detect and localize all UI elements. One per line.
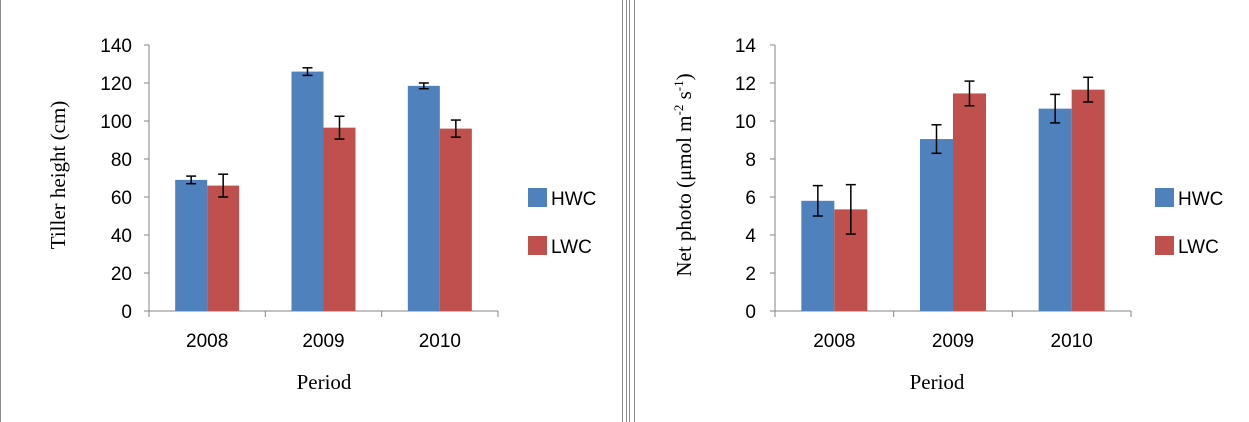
y-axis-label-end: )	[672, 73, 696, 80]
legend-swatch-hwc	[1155, 188, 1174, 207]
y-tick-label: 80	[111, 150, 132, 171]
y-tick-label: 40	[111, 226, 132, 247]
bar-hwc	[407, 85, 440, 311]
chart-panel-tiller-height: 0 20 40 60 80 100 120 140 2008 2009 2010 HWC LWC Til…	[0, 0, 623, 422]
bar-lwc	[323, 127, 356, 312]
y-tick-label: 4	[745, 226, 756, 247]
bar-hwc	[1038, 108, 1072, 312]
legend-label-lwc: LWC	[1178, 237, 1219, 258]
legend-label-hwc: HWC	[551, 189, 596, 210]
legend-swatch-hwc	[528, 188, 547, 207]
y-tick-label: 140	[100, 36, 132, 57]
net-photo-chart: 0 2 4 6 8 10 12 14 2008 2009 2010 HWC LWC Net photo …	[671, 36, 1223, 394]
bar-hwc	[175, 179, 208, 311]
bar-lwc	[1071, 89, 1105, 312]
legend-label-lwc: LWC	[551, 237, 592, 258]
x-tick-label: 2010	[1051, 331, 1093, 352]
bar-lwc	[207, 185, 240, 311]
y-tick-label: 2	[745, 264, 756, 285]
tiller-height-chart: 0 20 40 60 80 100 120 140 2008 2009 2010 HWC LWC Til…	[46, 36, 596, 394]
bar-hwc	[801, 200, 835, 311]
y-tick-label: 100	[100, 112, 132, 133]
legend-label-hwc: HWC	[1178, 189, 1223, 210]
y-tick-label: 14	[735, 36, 757, 57]
y-axis-label-sup2: -1	[671, 80, 686, 91]
y-axis-label-mid: s	[672, 91, 696, 104]
y-axis-label-sup1: -2	[671, 105, 686, 116]
y-axis-label: Net photo (μmol m-2 s-1)	[671, 73, 696, 276]
y-tick-label: 20	[111, 264, 132, 285]
y-axis-label: Tiller height (cm)	[46, 101, 70, 250]
legend-swatch-lwc	[528, 236, 547, 255]
y-tick-label: 0	[121, 302, 132, 323]
bar-lwc	[439, 128, 472, 311]
y-tick-label: 10	[735, 112, 756, 133]
chart-panel-net-photo: 0 2 4 6 8 10 12 14 2008 2009 2010 HWC LWC Net photo …	[634, 0, 1249, 422]
y-tick-label: 60	[111, 188, 132, 209]
y-tick-label: 12	[735, 74, 756, 95]
bar-lwc	[953, 93, 986, 311]
y-tick-label: 0	[745, 302, 756, 323]
x-axis-label: Period	[910, 370, 965, 394]
x-tick-label: 2008	[186, 331, 228, 352]
x-tick-label: 2010	[419, 331, 461, 352]
bar-hwc	[291, 71, 324, 311]
legend-swatch-lwc	[1155, 236, 1174, 255]
y-axis-label-main: Net photo (μmol m	[672, 115, 696, 276]
x-tick-label: 2009	[932, 331, 974, 352]
x-tick-label: 2008	[813, 331, 855, 352]
y-tick-label: 120	[100, 74, 132, 95]
x-axis-label: Period	[297, 370, 352, 394]
x-tick-label: 2009	[302, 331, 344, 352]
y-tick-label: 6	[745, 188, 756, 209]
y-tick-label: 8	[745, 150, 756, 171]
panel-separator	[626, 0, 630, 422]
bar-hwc	[920, 139, 953, 311]
